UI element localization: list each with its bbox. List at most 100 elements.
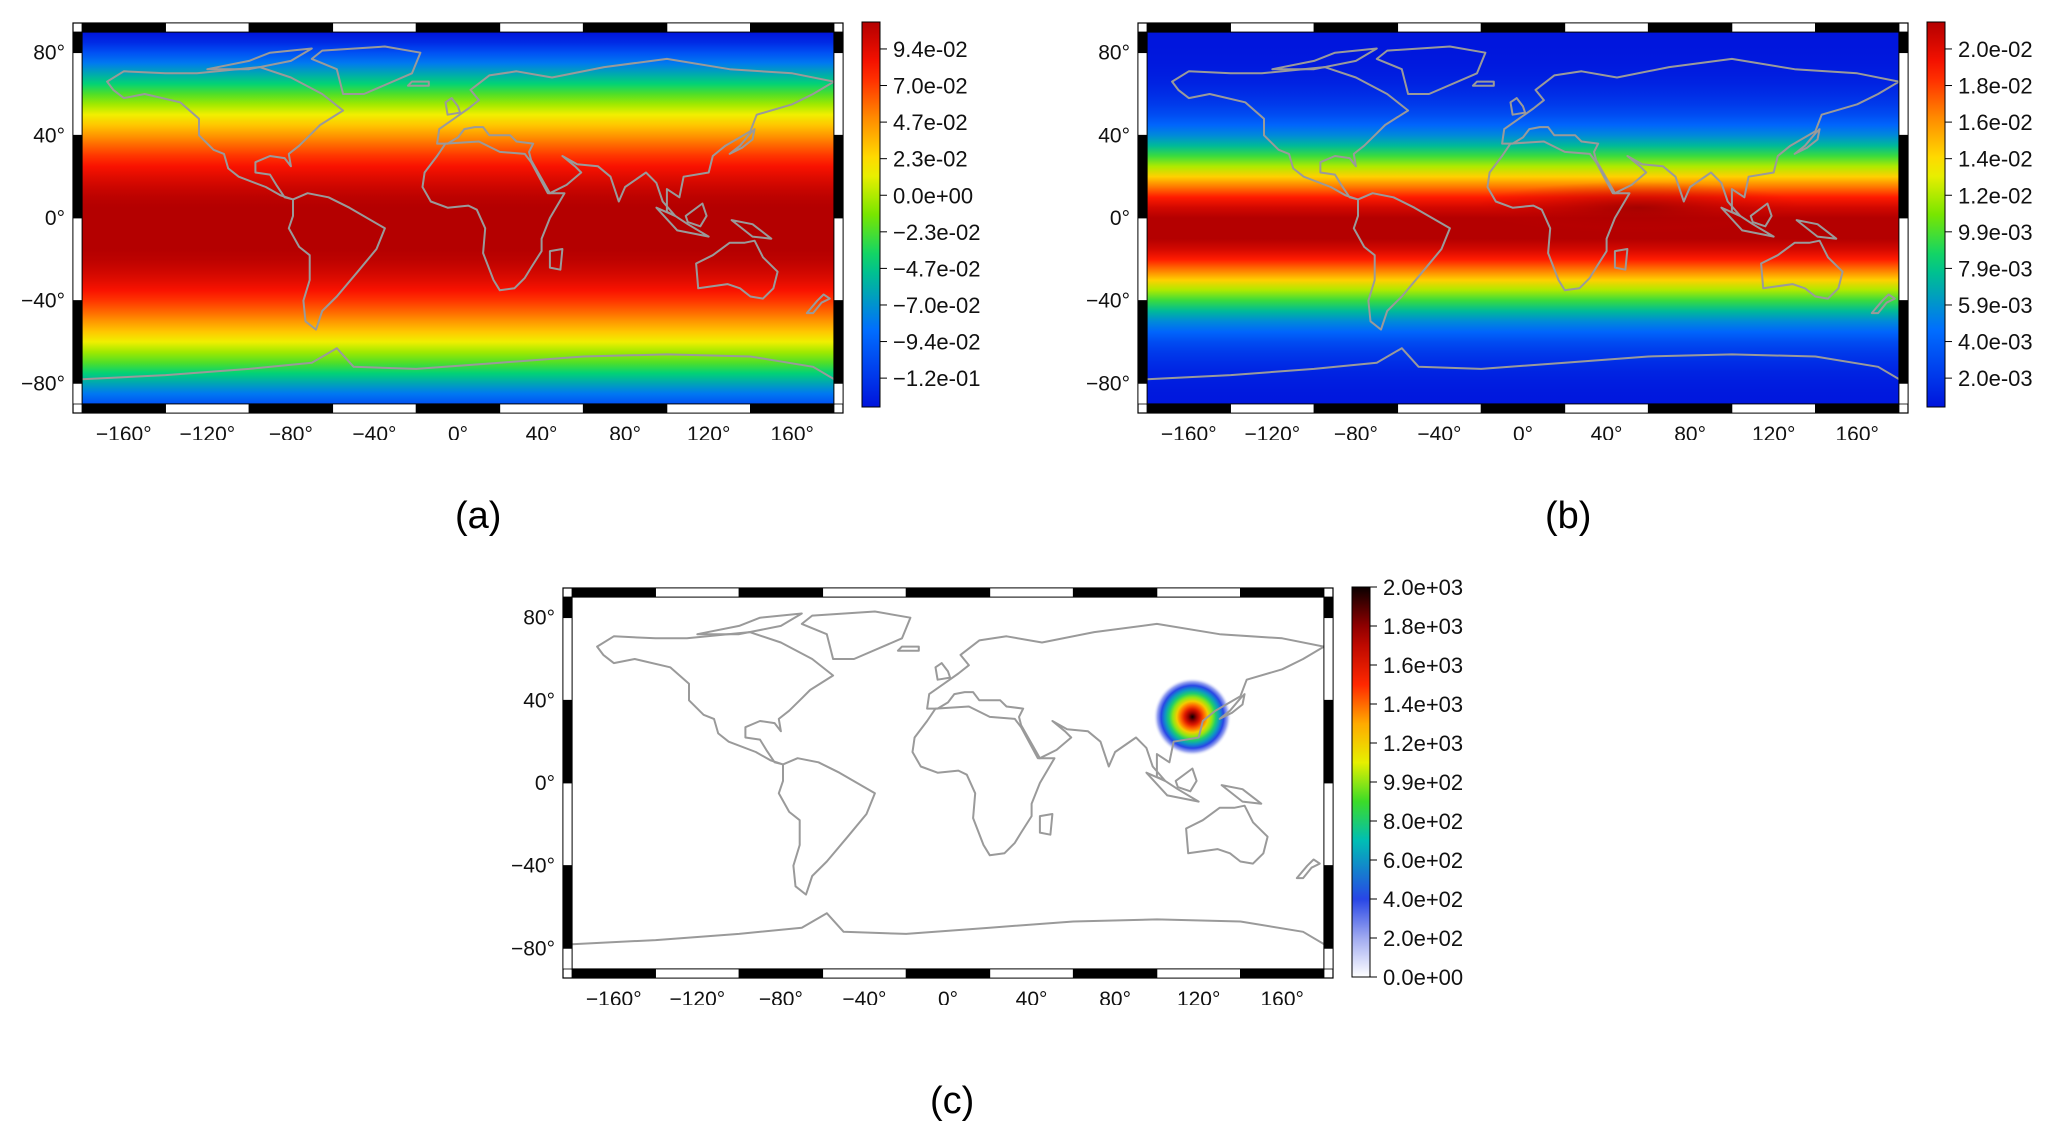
coastline-australia xyxy=(695,239,779,300)
frame-segment xyxy=(1323,947,1334,970)
coastline-newzealand xyxy=(805,293,831,315)
coastline-japan xyxy=(1793,128,1821,155)
x-tick-label: −40° xyxy=(352,423,396,440)
frame-segment xyxy=(1647,403,1733,414)
frame-segment xyxy=(1072,968,1158,979)
coastline-japan xyxy=(1218,693,1246,720)
frame-segment xyxy=(72,217,83,302)
colorbar xyxy=(861,21,881,408)
coastline-newzealand xyxy=(1870,293,1896,315)
coastline-arctic1 xyxy=(1271,47,1378,71)
x-tick-label: 160° xyxy=(771,423,814,440)
frame-segment xyxy=(1564,403,1649,414)
coastline-madagascar xyxy=(548,248,564,271)
x-tick-label: 40° xyxy=(526,423,558,440)
frame-segment xyxy=(332,22,417,33)
coastline-newzealand xyxy=(1295,858,1321,880)
frame-segment xyxy=(1898,382,1909,405)
frame-segment xyxy=(1230,22,1315,33)
coastline-iceland xyxy=(896,645,920,652)
colorbar-tick-label: 1.8e-02 xyxy=(1958,74,2033,99)
frame-segment xyxy=(1146,22,1231,33)
colorbar-tick-label: 1.6e+03 xyxy=(1383,653,1463,678)
frame-segment xyxy=(1898,31,1909,54)
x-tick-label: −40° xyxy=(1417,423,1461,440)
colorbar-tick-label: 0.0e+00 xyxy=(893,183,973,208)
frame-segment xyxy=(499,403,584,414)
data-field xyxy=(82,32,834,404)
colorbar-tick-label: 0.0e+00 xyxy=(1383,965,1463,990)
x-tick-label: 120° xyxy=(687,423,730,440)
coastline-madagascar xyxy=(1613,248,1629,271)
frame-segment xyxy=(248,22,334,33)
x-tick-label: −160° xyxy=(1161,423,1217,440)
frame-segment xyxy=(165,22,250,33)
colorbar-tick-label: 5.9e-03 xyxy=(1958,293,2033,318)
map-b: −160° −120° −80° −40° 0° 40° 80° 120° 160° 80° 40°… xyxy=(1086,21,2033,446)
frame-segment xyxy=(72,134,83,219)
frame-segment xyxy=(72,52,83,136)
frame-segment xyxy=(582,22,668,33)
frame-segment xyxy=(562,782,573,867)
frame-segment xyxy=(822,968,907,979)
y-tick-label: −40° xyxy=(1086,290,1130,313)
frame-segment xyxy=(655,968,740,979)
colorbar-tick-label: −7.0e-02 xyxy=(893,293,980,318)
frame-segment xyxy=(1156,968,1241,979)
x-tick-label: −160° xyxy=(586,988,642,1005)
colorbar-tick-label: 1.4e+03 xyxy=(1383,692,1463,717)
colorbar-tick-label: 9.9e-03 xyxy=(1958,220,2033,245)
colorbar-tick-label: 7.0e-02 xyxy=(893,74,968,99)
frame-segment xyxy=(415,22,501,33)
frame-segment xyxy=(655,587,740,598)
panel-label-b: (b) xyxy=(1545,495,1592,537)
frame-segment xyxy=(989,968,1074,979)
frame-segment xyxy=(562,865,573,949)
coastline-eurasia xyxy=(436,57,834,217)
coastline-namerica xyxy=(596,631,835,766)
y-tick-label: 0° xyxy=(45,207,65,230)
map-a: −160° −120° −80° −40° 0° 40° 80° 120° 160° 80° 40°… xyxy=(21,21,980,446)
frame-segment xyxy=(1397,22,1482,33)
frame-segment xyxy=(1240,587,1325,598)
frame-segment xyxy=(1564,22,1649,33)
x-tick-label: −80° xyxy=(759,988,803,1005)
x-tick-label: 40° xyxy=(1591,423,1623,440)
coastline-arctic1 xyxy=(206,47,313,71)
x-tick-label: −40° xyxy=(842,988,886,1005)
coastline-arctic1 xyxy=(696,612,803,636)
coastline-newguinea xyxy=(1795,219,1838,240)
frame-segment xyxy=(1898,52,1909,136)
frame-segment xyxy=(666,403,751,414)
coastline-iceland xyxy=(1471,80,1495,87)
data-field xyxy=(572,597,1324,969)
frame-segment xyxy=(905,587,991,598)
frame-segment xyxy=(666,22,751,33)
frame-segment xyxy=(1323,782,1334,867)
frame-segment xyxy=(1137,31,1148,54)
frame-segment xyxy=(1323,596,1334,619)
x-tick-label: −120° xyxy=(1244,423,1300,440)
map-panel-a: −160° −120° −80° −40° 0° 40° 80° 120° 160° 80° 40°… xyxy=(0,0,1040,446)
source-blob xyxy=(1153,677,1232,756)
frame-segment xyxy=(1898,300,1909,384)
panel-label-a: (a) xyxy=(455,495,502,537)
frame-segment xyxy=(833,217,844,302)
y-tick-label: 80° xyxy=(523,607,555,630)
frame-segment xyxy=(562,617,573,701)
y-tick-label: −40° xyxy=(511,855,555,878)
frame-segment xyxy=(1156,587,1241,598)
frame-segment xyxy=(833,134,844,219)
coastline-australia xyxy=(1185,804,1269,865)
x-tick-label: −160° xyxy=(96,423,152,440)
frame-segment xyxy=(332,403,417,414)
x-tick-label: −80° xyxy=(269,423,313,440)
colorbar-tick-label: 2.0e+02 xyxy=(1383,926,1463,951)
frame-segment xyxy=(1323,617,1334,701)
frame-segment xyxy=(415,403,501,414)
frame-segment xyxy=(833,382,844,405)
coastline-indonesia xyxy=(1720,206,1775,238)
coastline-indonesia xyxy=(1145,771,1200,803)
x-tick-label: 120° xyxy=(1177,988,1220,1005)
y-tick-label: −80° xyxy=(511,937,555,960)
